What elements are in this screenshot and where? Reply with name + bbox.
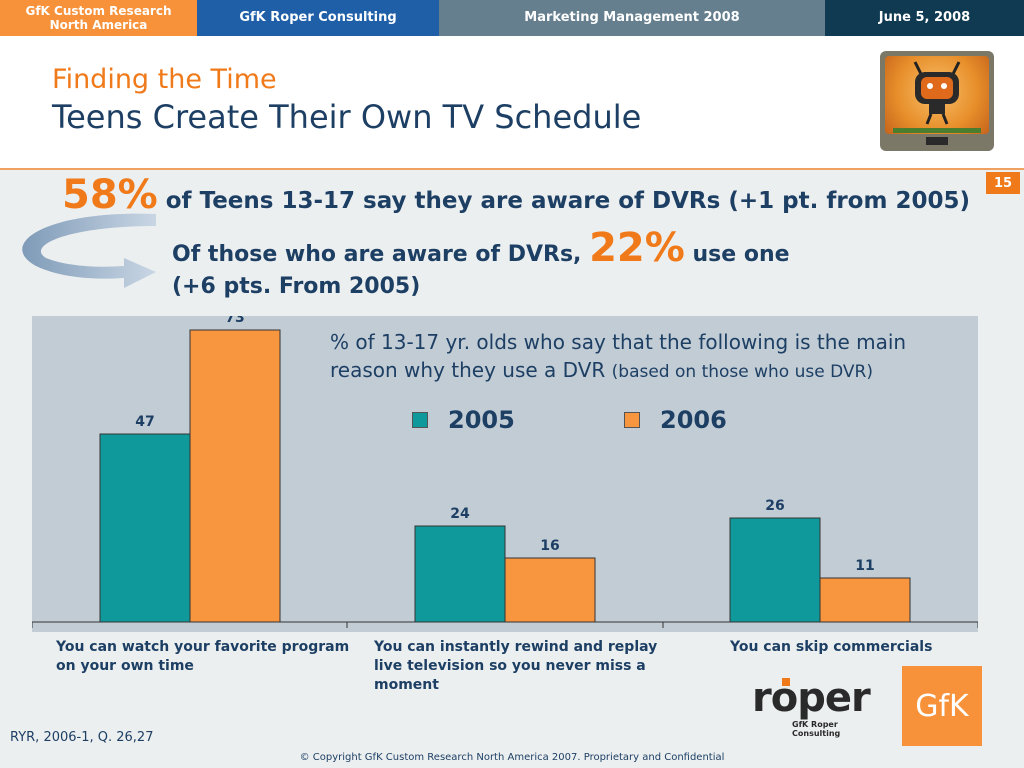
chart-title-note: (based on those who use DVR) — [611, 362, 873, 382]
roper-logo: roper GfK Roper Consulting — [752, 675, 871, 738]
bar-2006-cat2 — [504, 557, 596, 623]
chart-plot: 47 73 24 16 26 11 — [32, 316, 978, 628]
data-label-2005-cat2: 24 — [450, 506, 470, 522]
category-label-1: You can watch your favorite program on y… — [56, 639, 350, 674]
data-label-2005-cat3: 26 — [765, 498, 784, 514]
data-label-2006-cat3: 11 — [855, 558, 874, 574]
bar-2006-cat1 — [189, 329, 281, 623]
curved-arrow-icon — [22, 213, 156, 288]
org-label: GfK Custom Research North America — [0, 0, 197, 36]
bar-2006-cat3 — [819, 577, 911, 623]
tivo-mascot-icon — [913, 61, 961, 125]
company-label: GfK Roper Consulting — [197, 0, 439, 36]
legend-item-2006: 2006 — [624, 406, 727, 434]
slide-header: Finding the Time Teens Create Their Own … — [0, 36, 1024, 170]
chart-title: % of 13-17 yr. olds who say that the fol… — [330, 328, 950, 386]
aware-percent: 58% — [62, 172, 158, 218]
date-label: June 5, 2008 — [825, 0, 1024, 36]
gfk-logo: GfK — [902, 666, 982, 746]
headline-use-change: (+6 pts. From 2005) — [172, 274, 421, 299]
roper-logo-dot — [782, 678, 790, 686]
tivo-stand — [926, 137, 948, 145]
use-suffix: use one — [684, 242, 790, 267]
org-line2: North America — [49, 18, 148, 32]
category-label-2: You can instantly rewind and replay live… — [374, 639, 658, 693]
chart-title-text: % of 13-17 yr. olds who say that the fol… — [330, 330, 907, 382]
tivo-progress-bar — [893, 128, 981, 133]
copyright-note: © Copyright GfK Custom Research North Am… — [299, 752, 725, 763]
page-number: 15 — [986, 172, 1020, 194]
use-prefix: Of those who are aware of DVRs, — [172, 242, 590, 267]
bar-chart: 47 73 24 16 26 11 % of 13-17 yr. olds who say… — [32, 316, 978, 632]
use-percent: 22% — [589, 225, 685, 271]
legend-item-2005: 2005 — [412, 406, 515, 434]
event-label: Marketing Management 2008 — [439, 0, 825, 36]
top-bar: GfK Custom Research North America GfK Rop… — [0, 0, 1024, 36]
data-label-2005-cat1: 47 — [135, 414, 154, 430]
bar-2005-cat1 — [99, 433, 191, 623]
bar-2005-cat2 — [414, 525, 506, 623]
slide-title: Teens Create Their Own TV Schedule — [52, 98, 642, 136]
tivo-screen — [885, 56, 989, 134]
data-label-2006-cat1: 73 — [225, 316, 244, 326]
legend-label-2005: 2005 — [448, 406, 515, 434]
category-label-3: You can skip commercials — [730, 639, 933, 655]
headline-use: Of those who are aware of DVRs, 22% use … — [172, 228, 790, 271]
bar-2005-cat3 — [729, 517, 821, 623]
legend-swatch-2005 — [412, 412, 428, 428]
section-kicker: Finding the Time — [52, 64, 277, 95]
roper-logo-word: roper — [752, 675, 871, 721]
aware-text: of Teens 13-17 say they are aware of DVR… — [157, 188, 970, 214]
legend-label-2006: 2006 — [660, 406, 727, 434]
tivo-tv-image — [880, 51, 994, 151]
legend-swatch-2006 — [624, 412, 640, 428]
source-note: RYR, 2006-1, Q. 26,27 — [10, 730, 154, 745]
org-line1: GfK Custom Research — [25, 4, 172, 18]
data-label-2006-cat2: 16 — [540, 538, 559, 554]
headline-aware: 58% of Teens 13-17 say they are aware of… — [62, 172, 970, 218]
roper-logo-sub: GfK Roper Consulting — [792, 720, 841, 738]
